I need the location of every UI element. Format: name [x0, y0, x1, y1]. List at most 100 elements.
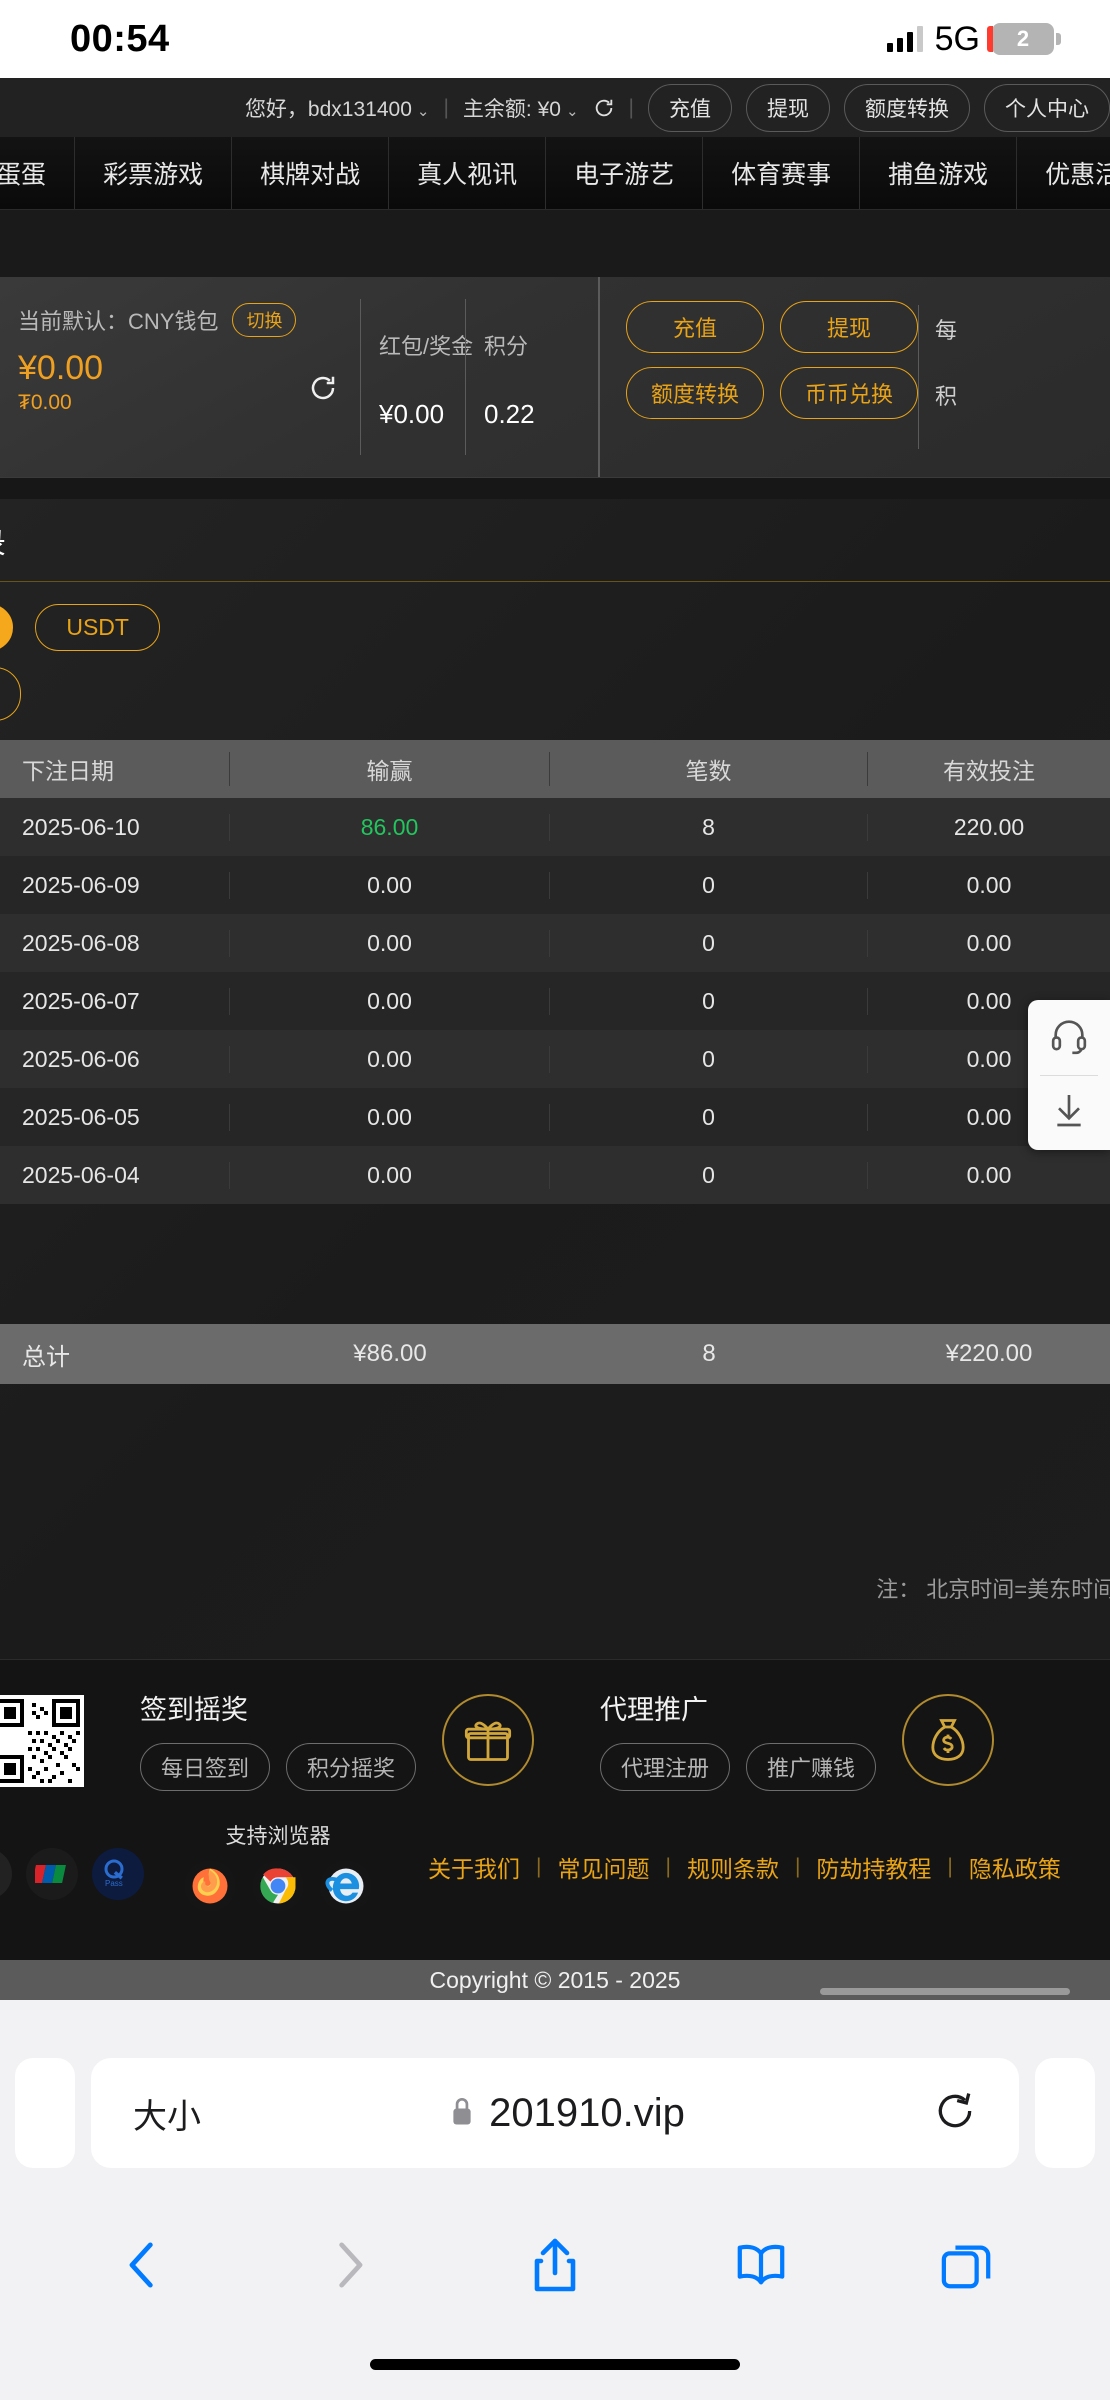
cell-winloss: 86.00 — [230, 813, 550, 841]
refresh-icon[interactable] — [308, 373, 338, 403]
nav-item-lottery[interactable]: 彩票游戏 — [75, 137, 233, 209]
column-header-winloss: 输赢 — [230, 752, 550, 786]
points-lottery-button[interactable]: 积分摇奖 — [286, 1743, 417, 1791]
cell-count: 0 — [550, 871, 868, 899]
cell-count: 8 — [550, 813, 868, 841]
wallet-coin-exchange-button[interactable]: 币币兑换 — [780, 367, 919, 419]
total-count: 8 — [702, 1340, 716, 1367]
customer-support-button[interactable] — [1028, 1000, 1110, 1075]
footer-icons-row: Pass 支持浏览器 — [0, 1820, 1110, 1912]
url-display[interactable]: 201910.vip — [449, 2091, 685, 2136]
site-header: 您好，bdx131400 ⌄ | 主余额: ¥0 ⌄ | 充值 提现 额度转换 个人… — [0, 78, 1110, 137]
cell-count: 0 — [550, 1161, 868, 1189]
main-nav[interactable]: C蛋蛋 彩票游戏 棋牌对战 真人视讯 电子游艺 体育赛事 捕鱼游戏 优惠活动 — [0, 137, 1110, 210]
wallet-deposit-button[interactable]: 充值 — [626, 301, 765, 353]
column-header-date: 下注日期 — [0, 752, 230, 786]
wallet-switch-button[interactable]: 切换 — [232, 303, 297, 337]
column-header-valid-bet: 有效投注 — [943, 758, 1035, 784]
wallet-transfer-button[interactable]: 额度转换 — [626, 367, 765, 419]
user-greeting[interactable]: 您好，bdx131400 ⌄ — [245, 93, 430, 123]
internet-explorer-icon — [320, 1860, 372, 1912]
footer-link-anti-hijack[interactable]: 防劫持教程 — [816, 1856, 932, 1882]
reload-icon[interactable] — [933, 2089, 977, 2138]
nav-item-chess[interactable]: 棋牌对战 — [232, 137, 390, 209]
page-title: 录 — [0, 499, 1110, 582]
promo-checkin: 签到摇奖 每日签到 积分摇奖 — [140, 1688, 600, 1791]
footer-link-separator: | — [794, 1855, 801, 1878]
back-icon[interactable] — [103, 2225, 183, 2305]
share-icon[interactable] — [515, 2225, 595, 2305]
daily-checkin-button[interactable]: 每日签到 — [140, 1743, 271, 1791]
previous-tab-card[interactable] — [15, 2058, 75, 2168]
tabs-icon[interactable] — [927, 2225, 1007, 2305]
status-time: 00:54 — [70, 17, 170, 60]
bonus-value: ¥0.00 — [379, 399, 445, 429]
promote-earn-button[interactable]: 推广赚钱 — [746, 1743, 877, 1791]
browser-chrome: 大小 201910.vip — [0, 1988, 1110, 2400]
cell-valid-bet: 0.00 — [966, 1103, 1012, 1130]
header-transfer-button[interactable]: 额度转换 — [844, 83, 970, 132]
table-row: 2025-06-08 0.00 0 0.00 — [0, 914, 1110, 972]
table-row: 2025-06-09 0.00 0 0.00 — [0, 856, 1110, 914]
headset-icon — [1049, 1015, 1089, 1060]
footer-link-separator: | — [536, 1855, 542, 1878]
browser-toolbar — [0, 2200, 1110, 2330]
nav-item-slots[interactable]: 电子游艺 — [546, 137, 704, 209]
url-bar[interactable]: 大小 201910.vip — [91, 2058, 1019, 2168]
table-row: 2025-06-06 0.00 0 0.00 — [0, 1030, 1110, 1088]
cell-valid-bet: 0.00 — [966, 987, 1012, 1014]
wallet-notes: 每 积 — [918, 305, 957, 449]
text-size-button[interactable]: 大小 — [133, 2097, 201, 2136]
nav-item-live-casino[interactable]: 真人视讯 — [389, 137, 547, 209]
footer-link-privacy[interactable]: 隐私政策 — [968, 1856, 1061, 1882]
wallet-main: 当前默认：CNY钱包 切换 ¥0.00 ₮0.00 — [0, 277, 360, 477]
cell-date: 2025-06-08 — [0, 929, 230, 957]
wallet-column-bonus: 红包/奖金 ¥0.00 — [360, 299, 473, 455]
floating-side-widget[interactable] — [1028, 1000, 1110, 1150]
cell-valid-bet: 0.00 — [966, 1045, 1012, 1072]
refresh-icon[interactable] — [593, 97, 615, 119]
nav-item-promotions[interactable]: 优惠活动 — [1017, 137, 1110, 209]
main-balance[interactable]: 主余额: ¥0 ⌄ — [463, 93, 579, 123]
agent-register-button[interactable]: 代理注册 — [600, 1743, 731, 1791]
footer-links: 关于我们 | 常见问题 | 规则条款 | 防劫持教程 | 隐私政策 — [428, 1850, 1061, 1884]
cell-count: 0 — [550, 1045, 868, 1073]
filter-currency-cny[interactable]: Y — [0, 604, 14, 651]
filter-range-days[interactable]: 天 — [0, 667, 21, 721]
footer-link-rules[interactable]: 规则条款 — [686, 1856, 779, 1882]
bookmarks-icon[interactable] — [721, 2225, 801, 2305]
footer-link-faq[interactable]: 常见问题 — [557, 1856, 650, 1882]
battery-icon: 2 — [987, 23, 1061, 55]
currency-filter-row: Y USDT — [0, 604, 1110, 651]
cell-count: 0 — [550, 929, 868, 957]
range-filter-row: 天 — [0, 667, 1110, 721]
next-tab-card[interactable] — [1035, 2058, 1095, 2168]
page-scrollbar[interactable] — [820, 1988, 1070, 1995]
nav-item-c-dandan[interactable]: C蛋蛋 — [0, 137, 76, 209]
wallet-withdraw-button[interactable]: 提现 — [780, 301, 919, 353]
nav-item-fishing[interactable]: 捕鱼游戏 — [860, 137, 1018, 209]
forward-icon — [309, 2225, 389, 2305]
total-winloss: ¥86.00 — [353, 1340, 427, 1367]
filter-currency-usdt[interactable]: USDT — [35, 604, 160, 651]
cell-date: 2025-06-05 — [0, 1103, 230, 1131]
footer-link-about[interactable]: 关于我们 — [428, 1856, 520, 1882]
points-value: 0.22 — [484, 399, 535, 429]
points-title: 积分 — [484, 334, 529, 359]
bet-record-table: 下注日期 输赢 笔数 有效投注 2025-06-10 86.00 8 220.0… — [0, 740, 1110, 1384]
footer-link-separator: | — [947, 1855, 953, 1878]
footer-promos: 签到摇奖 每日签到 积分摇奖 — [140, 1688, 1110, 1791]
header-profile-button[interactable]: 个人中心 — [984, 83, 1110, 132]
header-deposit-button[interactable]: 充值 — [648, 83, 732, 132]
total-label: 总计 — [22, 1343, 70, 1371]
wallet-default-label: 当前默认：CNY钱包 — [18, 309, 219, 334]
lock-icon — [449, 2095, 475, 2132]
download-app-button[interactable] — [1028, 1076, 1110, 1151]
header-withdraw-button[interactable]: 提现 — [746, 83, 830, 132]
wechat-pay-icon — [0, 1848, 12, 1900]
chevron-down-icon: ⌄ — [565, 102, 579, 120]
nav-item-sports[interactable]: 体育赛事 — [703, 137, 861, 209]
url-bar-row: 大小 201910.vip — [0, 2058, 1110, 2168]
table-total-row: 总计 ¥86.00 8 ¥220.00 — [0, 1324, 1110, 1384]
